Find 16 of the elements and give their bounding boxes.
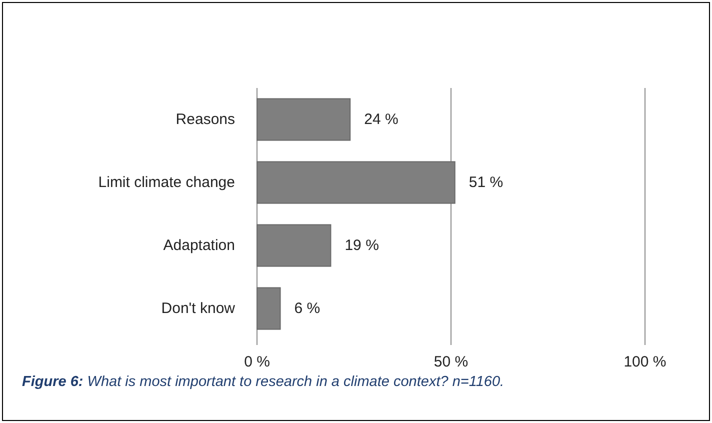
data-label: 6 % xyxy=(294,300,320,317)
bar xyxy=(256,224,332,267)
y-tick-label: Don't know xyxy=(161,300,236,317)
y-tick-label: Limit climate change xyxy=(98,174,235,191)
data-label: 51 % xyxy=(468,174,504,191)
x-tick-label: 100 % xyxy=(624,354,666,370)
caption: Figure 6: What is most important to research in a climate context? n=1160. xyxy=(22,374,504,390)
data-label: 24 % xyxy=(364,111,398,128)
x-tick-label: 50 % xyxy=(434,354,468,370)
y-tick-label: Adaptation xyxy=(163,237,235,254)
bar xyxy=(256,161,456,204)
y-tick-label: Reasons xyxy=(176,111,235,128)
x-tick-label: 0 % xyxy=(244,354,270,370)
data-label: 19 % xyxy=(344,237,379,254)
bar xyxy=(256,287,281,330)
bar xyxy=(256,98,351,141)
